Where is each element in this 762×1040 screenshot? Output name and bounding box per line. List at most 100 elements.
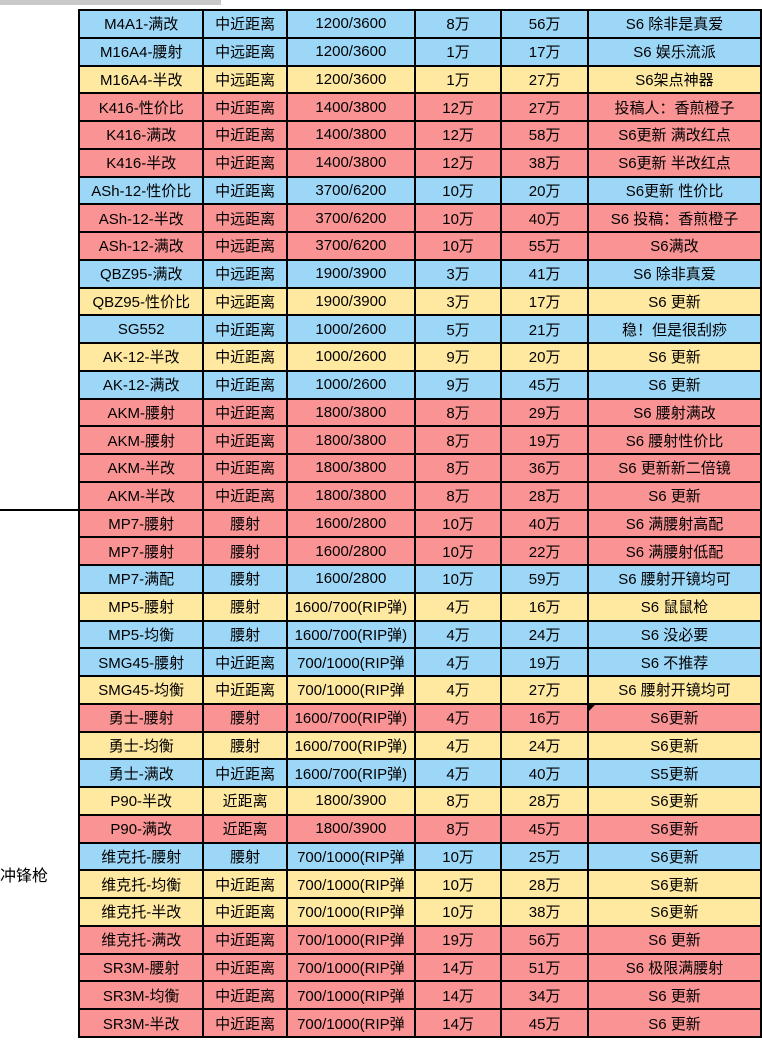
cell-range[interactable]: 中近距离 xyxy=(202,869,288,899)
cell-weapon-name[interactable]: MP5-腰射 xyxy=(77,591,205,622)
cell-weapon-name[interactable]: SMG45-腰射 xyxy=(77,647,205,677)
cell-total-price[interactable]: 38万 xyxy=(500,147,589,178)
cell-mod-price[interactable]: 5万 xyxy=(413,314,503,344)
cell-comment[interactable]: S6 除非是真爱 xyxy=(586,9,762,39)
cell-ammo[interactable]: 3700/6200 xyxy=(285,175,416,206)
cell-mod-price[interactable]: 10万 xyxy=(413,536,503,566)
cell-weapon-name[interactable]: QBZ95-满改 xyxy=(77,258,205,289)
cell-mod-price[interactable]: 8万 xyxy=(413,425,503,455)
cell-total-price[interactable]: 16万 xyxy=(500,702,589,733)
cell-mod-price[interactable]: 10万 xyxy=(413,203,503,233)
cell-mod-price[interactable]: 1万 xyxy=(413,36,503,67)
cell-weapon-name[interactable]: K416-半改 xyxy=(77,147,205,178)
cell-total-price[interactable]: 40万 xyxy=(500,203,589,233)
cell-ammo[interactable]: 700/1000(RIP弹 xyxy=(285,869,416,899)
cell-weapon-name[interactable]: AKM-腰射 xyxy=(77,397,205,428)
cell-comment[interactable]: S6 投稿：香煎橙子 xyxy=(586,203,762,233)
cell-comment[interactable]: S6 腰射性价比 xyxy=(586,425,762,455)
cell-range[interactable]: 中近距离 xyxy=(202,980,288,1010)
cell-comment[interactable]: 投稿人：香煎橙子 xyxy=(586,92,762,122)
cell-total-price[interactable]: 55万 xyxy=(500,231,589,261)
cell-range[interactable]: 中近距离 xyxy=(202,92,288,122)
cell-ammo[interactable]: 1800/3800 xyxy=(285,480,416,511)
cell-range[interactable]: 腰射 xyxy=(202,564,288,594)
cell-comment[interactable]: S5更新 xyxy=(586,758,762,788)
cell-mod-price[interactable]: 12万 xyxy=(413,147,503,178)
cell-range[interactable]: 中近距离 xyxy=(202,342,288,372)
cell-total-price[interactable]: 27万 xyxy=(500,675,589,705)
cell-mod-price[interactable]: 8万 xyxy=(413,786,503,816)
cell-range[interactable]: 中远距离 xyxy=(202,231,288,261)
cell-total-price[interactable]: 56万 xyxy=(500,9,589,39)
cell-range[interactable]: 腰射 xyxy=(202,591,288,622)
cell-comment[interactable]: S6 更新 xyxy=(586,1008,762,1038)
cell-weapon-name[interactable]: 维克托-腰射 xyxy=(77,841,205,872)
cell-weapon-name[interactable]: SMG45-均衡 xyxy=(77,675,205,705)
cell-ammo[interactable]: 1600/700(RIP弹) xyxy=(285,730,416,761)
section-label-smg[interactable]: 冲锋枪 xyxy=(0,868,49,885)
cell-ammo[interactable]: 3700/6200 xyxy=(285,231,416,261)
cell-ammo[interactable]: 700/1000(RIP弹 xyxy=(285,980,416,1010)
cell-mod-price[interactable]: 3万 xyxy=(413,286,503,317)
cell-comment[interactable]: S6 娱乐流派 xyxy=(586,36,762,67)
cell-weapon-name[interactable]: AK-12-满改 xyxy=(77,369,205,400)
cell-range[interactable]: 中近距离 xyxy=(202,480,288,511)
cell-range[interactable]: 中远距离 xyxy=(202,36,288,67)
cell-ammo[interactable]: 700/1000(RIP弹 xyxy=(285,897,416,927)
cell-mod-price[interactable]: 8万 xyxy=(413,453,503,483)
cell-ammo[interactable]: 1900/3900 xyxy=(285,286,416,317)
cell-comment[interactable]: S6 更新 xyxy=(586,924,762,955)
cell-comment[interactable]: 稳！但是很刮痧 xyxy=(586,314,762,344)
cell-weapon-name[interactable]: SG552 xyxy=(77,314,205,344)
cell-total-price[interactable]: 28万 xyxy=(500,869,589,899)
cell-mod-price[interactable]: 8万 xyxy=(413,9,503,39)
cell-weapon-name[interactable]: SR3M-腰射 xyxy=(77,952,205,983)
cell-ammo[interactable]: 1600/700(RIP弹) xyxy=(285,702,416,733)
cell-mod-price[interactable]: 8万 xyxy=(413,397,503,428)
cell-comment[interactable]: S6 鼠鼠枪 xyxy=(586,591,762,622)
cell-comment[interactable]: S6更新 性价比 xyxy=(586,175,762,206)
cell-mod-price[interactable]: 1万 xyxy=(413,64,503,95)
cell-total-price[interactable]: 17万 xyxy=(500,36,589,67)
cell-ammo[interactable]: 1000/2600 xyxy=(285,342,416,372)
cell-ammo[interactable]: 700/1000(RIP弹 xyxy=(285,1008,416,1038)
cell-mod-price[interactable]: 4万 xyxy=(413,730,503,761)
cell-range[interactable]: 中近距离 xyxy=(202,897,288,927)
cell-total-price[interactable]: 27万 xyxy=(500,64,589,95)
cell-total-price[interactable]: 58万 xyxy=(500,120,589,150)
cell-total-price[interactable]: 34万 xyxy=(500,980,589,1010)
cell-weapon-name[interactable]: 维克托-满改 xyxy=(77,924,205,955)
cell-weapon-name[interactable]: ASh-12-性价比 xyxy=(77,175,205,206)
cell-weapon-name[interactable]: K416-满改 xyxy=(77,120,205,150)
cell-comment[interactable]: S6 极限满腰射 xyxy=(586,952,762,983)
cell-weapon-name[interactable]: 勇士-均衡 xyxy=(77,730,205,761)
cell-total-price[interactable]: 56万 xyxy=(500,924,589,955)
cell-mod-price[interactable]: 10万 xyxy=(413,231,503,261)
cell-total-price[interactable]: 22万 xyxy=(500,536,589,566)
cell-ammo[interactable]: 1600/2800 xyxy=(285,564,416,594)
cell-ammo[interactable]: 700/1000(RIP弹 xyxy=(285,675,416,705)
cell-ammo[interactable]: 1600/2800 xyxy=(285,508,416,539)
cell-comment[interactable]: S6满改 xyxy=(586,231,762,261)
cell-range[interactable]: 中远距离 xyxy=(202,258,288,289)
cell-mod-price[interactable]: 8万 xyxy=(413,480,503,511)
cell-weapon-name[interactable]: P90-满改 xyxy=(77,813,205,844)
cell-weapon-name[interactable]: AKM-半改 xyxy=(77,453,205,483)
cell-range[interactable]: 中近距离 xyxy=(202,147,288,178)
cell-range[interactable]: 中近距离 xyxy=(202,675,288,705)
cell-total-price[interactable]: 19万 xyxy=(500,647,589,677)
cell-comment[interactable]: S6更新 半改红点 xyxy=(586,147,762,178)
cell-ammo[interactable]: 1900/3900 xyxy=(285,258,416,289)
cell-total-price[interactable]: 21万 xyxy=(500,314,589,344)
cell-mod-price[interactable]: 19万 xyxy=(413,924,503,955)
cell-total-price[interactable]: 40万 xyxy=(500,758,589,788)
cell-comment[interactable]: S6 腰射开镜均可 xyxy=(586,564,762,594)
cell-ammo[interactable]: 1000/2600 xyxy=(285,314,416,344)
cell-ammo[interactable]: 1600/700(RIP弹) xyxy=(285,591,416,622)
cell-range[interactable]: 中近距离 xyxy=(202,120,288,150)
cell-comment[interactable]: S6 不推荐 xyxy=(586,647,762,677)
cell-weapon-name[interactable]: AK-12-半改 xyxy=(77,342,205,372)
cell-mod-price[interactable]: 4万 xyxy=(413,702,503,733)
cell-range[interactable]: 中远距离 xyxy=(202,64,288,95)
cell-weapon-name[interactable]: ASh-12-半改 xyxy=(77,203,205,233)
